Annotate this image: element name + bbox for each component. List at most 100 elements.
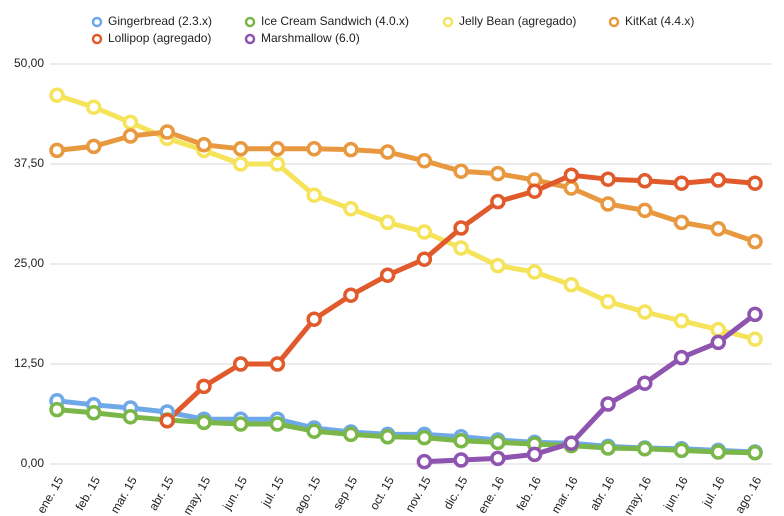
data-point	[600, 396, 616, 412]
x-tick-label: ene. 15	[34, 474, 66, 516]
data-point	[637, 375, 653, 391]
data-point	[600, 171, 616, 187]
data-point	[343, 426, 359, 443]
data-point	[49, 87, 65, 103]
x-tick-label: mar. 16	[549, 474, 581, 516]
x-tick-label: may. 15	[180, 474, 213, 516]
legend-item: Ice Cream Sandwich (4.0.x)	[244, 14, 409, 28]
data-point	[379, 214, 396, 231]
data-point	[710, 221, 727, 237]
data-point	[710, 172, 727, 188]
data-point	[490, 165, 506, 182]
data-point	[637, 173, 653, 189]
x-tick-label: dic. 15	[441, 474, 471, 512]
legend-label: Gingerbread (2.3.x)	[108, 14, 212, 28]
legend-item: Gingerbread (2.3.x)	[91, 14, 212, 28]
data-point	[600, 440, 616, 456]
data-point	[122, 114, 139, 131]
data-point	[637, 304, 653, 320]
data-point	[563, 167, 580, 183]
data-point	[343, 287, 359, 303]
data-point	[490, 193, 506, 210]
legend-marker	[91, 33, 103, 45]
data-point	[269, 156, 286, 172]
data-point	[306, 423, 322, 439]
data-point	[453, 220, 469, 236]
data-point	[416, 153, 433, 169]
data-point	[453, 452, 469, 468]
data-point	[673, 349, 690, 366]
data-point	[600, 293, 616, 310]
data-point	[563, 180, 580, 196]
legend-item: KitKat (4.4.x)	[608, 14, 694, 28]
data-point	[49, 401, 65, 418]
x-tick-label: jun. 15	[219, 474, 250, 513]
data-point	[269, 356, 286, 372]
data-point	[379, 267, 396, 283]
y-tick-label: 50,00	[14, 56, 44, 70]
data-point	[526, 446, 543, 463]
x-tick-label: may. 16	[621, 474, 654, 516]
data-point	[673, 442, 690, 459]
data-point	[416, 224, 433, 240]
legend-marker	[91, 16, 103, 28]
data-point	[159, 413, 175, 429]
data-point	[747, 175, 763, 191]
data-point	[453, 163, 469, 179]
data-point	[379, 144, 396, 160]
data-point	[379, 429, 396, 445]
data-point	[490, 434, 506, 451]
x-tick-label: ene. 16	[475, 474, 507, 516]
x-tick-label: jul. 15	[258, 474, 287, 510]
data-point	[563, 435, 580, 451]
data-point	[710, 444, 727, 460]
y-tick-label: 0,00	[21, 456, 45, 470]
data-point	[85, 138, 102, 155]
data-point	[600, 196, 616, 212]
legend-item: Marshmallow (6.0)	[244, 31, 360, 45]
data-point	[232, 156, 249, 172]
data-point	[563, 277, 580, 293]
data-point	[747, 306, 763, 323]
data-point	[453, 240, 469, 256]
data-point	[269, 141, 286, 157]
legend-item: Jelly Bean (agregado)	[442, 14, 576, 28]
series-line	[164, 172, 758, 424]
data-point	[196, 137, 212, 153]
legend-marker	[244, 16, 256, 28]
legend-marker	[442, 16, 454, 28]
legend-label: Lollipop (agregado)	[108, 31, 211, 45]
data-point	[747, 233, 763, 250]
legend-label: Marshmallow (6.0)	[261, 31, 360, 45]
x-tick-label: feb. 15	[73, 474, 104, 513]
legend-label: Ice Cream Sandwich (4.0.x)	[261, 14, 409, 28]
data-point	[196, 414, 212, 431]
series-line	[421, 311, 758, 465]
x-tick-label: abr. 15	[146, 474, 177, 513]
data-point	[453, 433, 469, 449]
x-tick-label: sep 15	[330, 474, 360, 512]
data-point	[673, 214, 690, 231]
data-point	[85, 405, 102, 421]
legend-item: Lollipop (agregado)	[91, 31, 211, 45]
data-point	[343, 141, 359, 158]
data-point	[49, 142, 65, 159]
data-point	[159, 124, 175, 140]
data-point	[232, 356, 249, 372]
data-point	[416, 453, 433, 470]
data-point	[122, 128, 139, 144]
data-point	[343, 201, 359, 217]
x-tick-label: ago. 16	[732, 474, 764, 516]
data-point	[232, 416, 249, 432]
data-point	[306, 141, 322, 157]
data-point	[122, 409, 139, 425]
data-point	[710, 321, 727, 338]
data-point	[673, 175, 690, 191]
y-tick-label: 25,00	[14, 256, 44, 270]
legend-marker	[244, 33, 256, 45]
data-point	[269, 416, 286, 432]
data-point	[416, 429, 433, 446]
data-point	[306, 187, 322, 203]
data-point	[196, 378, 212, 395]
